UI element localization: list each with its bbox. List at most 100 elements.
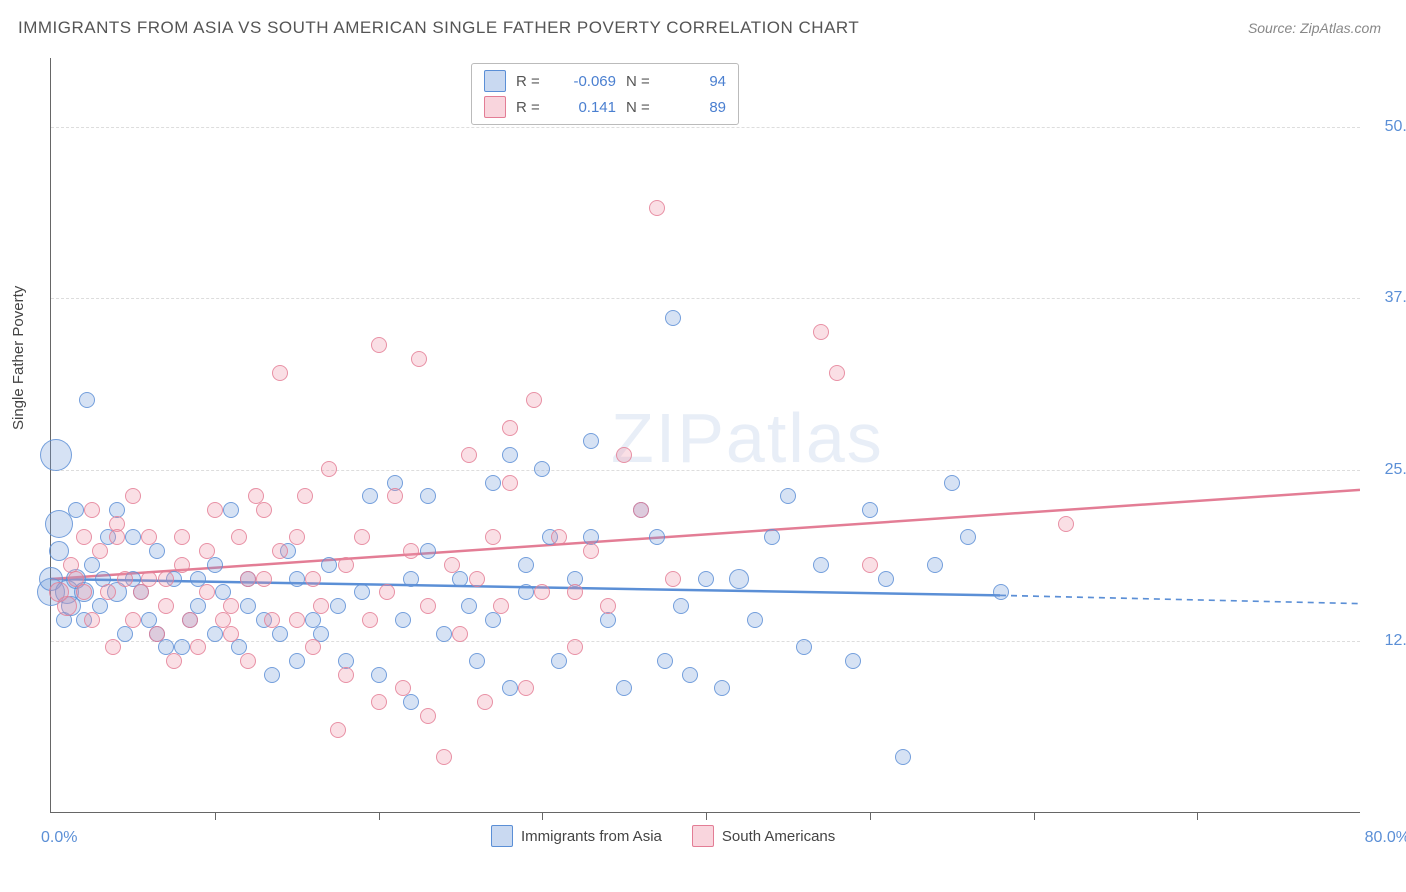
data-point — [240, 653, 256, 669]
data-point — [141, 529, 157, 545]
data-point — [682, 667, 698, 683]
data-point — [166, 571, 182, 587]
data-point — [469, 571, 485, 587]
data-point — [109, 516, 125, 532]
data-point — [764, 529, 780, 545]
data-point — [125, 488, 141, 504]
data-point — [534, 584, 550, 600]
r-label: R = — [516, 73, 546, 90]
data-point — [698, 571, 714, 587]
data-point — [526, 392, 542, 408]
data-point — [729, 569, 749, 589]
data-point — [68, 571, 84, 587]
y-tick-label: 12.5% — [1370, 632, 1406, 650]
data-point — [583, 543, 599, 559]
data-point — [993, 584, 1009, 600]
data-point — [338, 557, 354, 573]
data-point — [379, 584, 395, 600]
data-point — [272, 543, 288, 559]
data-point — [117, 571, 133, 587]
data-point — [240, 571, 256, 587]
x-tick — [542, 812, 543, 820]
data-point — [420, 598, 436, 614]
watermark-text: ZIPatlas — [611, 398, 884, 478]
data-point — [371, 337, 387, 353]
data-point — [338, 667, 354, 683]
y-axis-label: Single Father Poverty — [10, 286, 27, 430]
data-point — [141, 571, 157, 587]
data-point — [330, 598, 346, 614]
y-tick-label: 50.0% — [1370, 118, 1406, 136]
data-point — [518, 557, 534, 573]
data-point — [199, 543, 215, 559]
x-tick — [1034, 812, 1035, 820]
data-point — [747, 612, 763, 628]
data-point — [223, 626, 239, 642]
legend-item-asia: Immigrants from Asia — [491, 825, 662, 847]
data-point — [420, 488, 436, 504]
swatch-pink — [692, 825, 714, 847]
n-value-south-american: 89 — [666, 99, 726, 116]
data-point — [125, 529, 141, 545]
data-point — [74, 582, 94, 602]
data-point — [600, 612, 616, 628]
data-point — [813, 557, 829, 573]
data-point — [502, 447, 518, 463]
data-point — [76, 612, 92, 628]
data-point — [411, 351, 427, 367]
data-point — [829, 365, 845, 381]
data-point — [305, 571, 321, 587]
data-point — [469, 653, 485, 669]
data-point — [502, 475, 518, 491]
data-point — [256, 612, 272, 628]
data-point — [583, 433, 599, 449]
data-point — [149, 626, 165, 642]
data-point — [158, 571, 174, 587]
data-point — [76, 529, 92, 545]
chart-title: IMMIGRANTS FROM ASIA VS SOUTH AMERICAN S… — [18, 18, 859, 38]
data-point — [55, 580, 79, 604]
data-point — [56, 612, 72, 628]
data-point — [485, 612, 501, 628]
data-point — [61, 596, 81, 616]
data-point — [231, 529, 247, 545]
scatter-plot-area: ZIPatlas 12.5%25.0%37.5%50.0% R = -0.069… — [50, 58, 1360, 813]
data-point — [264, 612, 280, 628]
data-point — [485, 475, 501, 491]
x-axis-max-label: 80.0% — [1365, 829, 1406, 847]
data-point — [354, 584, 370, 600]
n-label: N = — [626, 99, 656, 116]
data-point — [330, 722, 346, 738]
data-point — [84, 612, 100, 628]
swatch-blue — [484, 70, 506, 92]
data-point — [63, 557, 79, 573]
data-point — [240, 598, 256, 614]
data-point — [403, 543, 419, 559]
data-point — [272, 626, 288, 642]
data-point — [133, 584, 149, 600]
data-point — [895, 749, 911, 765]
swatch-blue — [491, 825, 513, 847]
source-attribution: Source: ZipAtlas.com — [1248, 20, 1381, 36]
data-point — [600, 598, 616, 614]
data-point — [158, 598, 174, 614]
legend-label: South Americans — [722, 828, 835, 845]
gridline — [51, 127, 1360, 128]
data-point — [420, 708, 436, 724]
data-point — [657, 653, 673, 669]
data-point — [403, 571, 419, 587]
data-point — [518, 584, 534, 600]
data-point — [362, 488, 378, 504]
data-point — [313, 626, 329, 642]
data-point — [49, 582, 69, 602]
data-point — [960, 529, 976, 545]
data-point — [649, 529, 665, 545]
data-point — [477, 694, 493, 710]
data-point — [944, 475, 960, 491]
data-point — [362, 612, 378, 628]
data-point — [280, 543, 296, 559]
data-point — [117, 626, 133, 642]
x-tick — [215, 812, 216, 820]
data-point — [633, 502, 649, 518]
r-label: R = — [516, 99, 546, 116]
